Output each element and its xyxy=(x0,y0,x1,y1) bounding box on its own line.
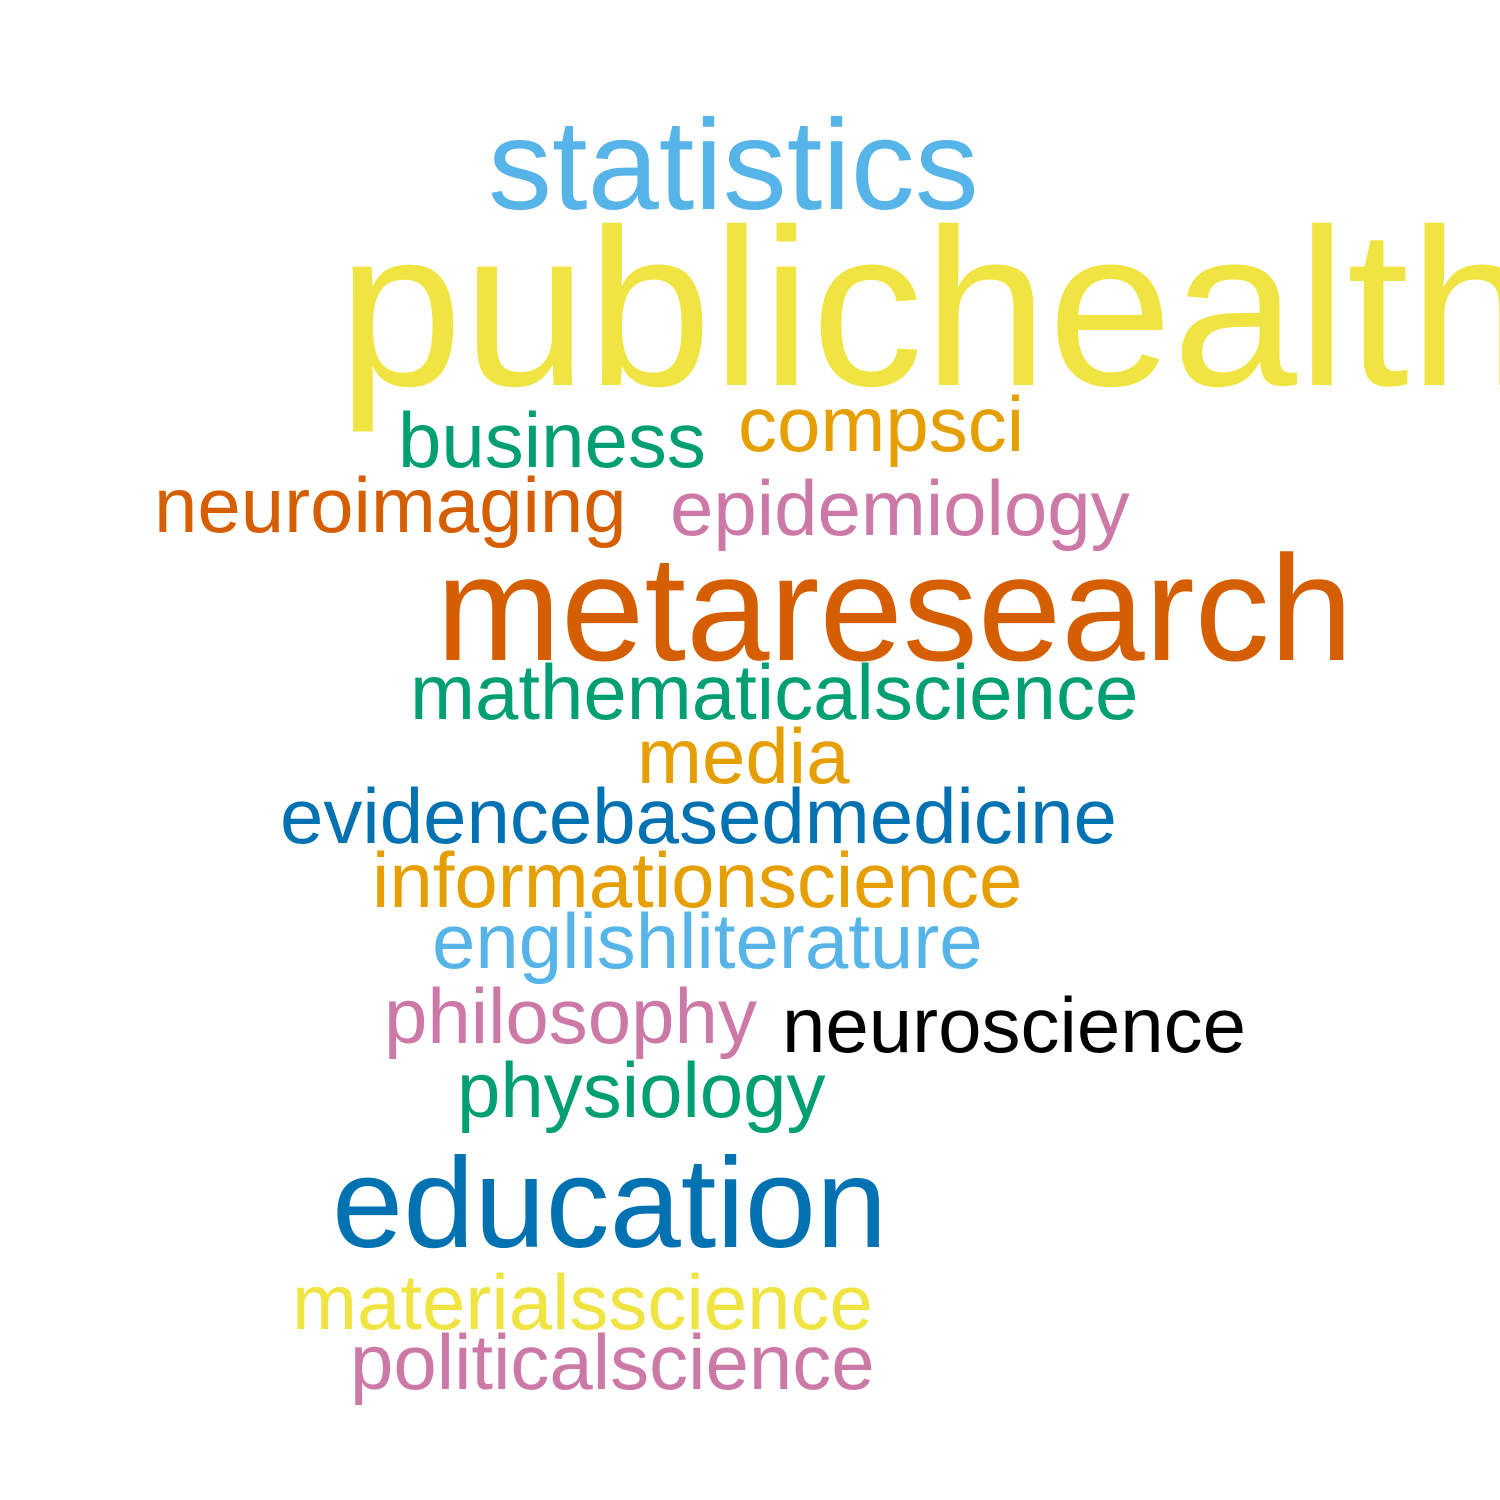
word-englishliterature: englishliterature xyxy=(432,897,983,985)
word-neuroimaging: neuroimaging xyxy=(154,461,627,549)
word-compsci: compsci xyxy=(738,380,1025,468)
word-materialsscience: materialsscience xyxy=(292,1258,873,1346)
word-epidemiology: epidemiology xyxy=(670,464,1130,552)
word-education: education xyxy=(332,1132,888,1275)
word-philosophy: philosophy xyxy=(384,972,757,1060)
word-neuroscience: neuroscience xyxy=(782,981,1246,1069)
word-publichealth: publichealth xyxy=(338,183,1500,433)
word-evidencebasedmedicine: evidencebasedmedicine xyxy=(280,772,1117,860)
word-media: media xyxy=(637,712,850,800)
word-mathematicalscience: mathematicalscience xyxy=(410,648,1139,736)
word-politicalscience: politicalscience xyxy=(350,1318,875,1406)
word-statistics: statistics xyxy=(488,94,979,237)
word-informationscience: informationscience xyxy=(372,836,1023,924)
word-business: business xyxy=(398,396,706,484)
word-physiology: physiology xyxy=(457,1046,826,1134)
word-metaresearch: metaresearch xyxy=(436,524,1354,692)
